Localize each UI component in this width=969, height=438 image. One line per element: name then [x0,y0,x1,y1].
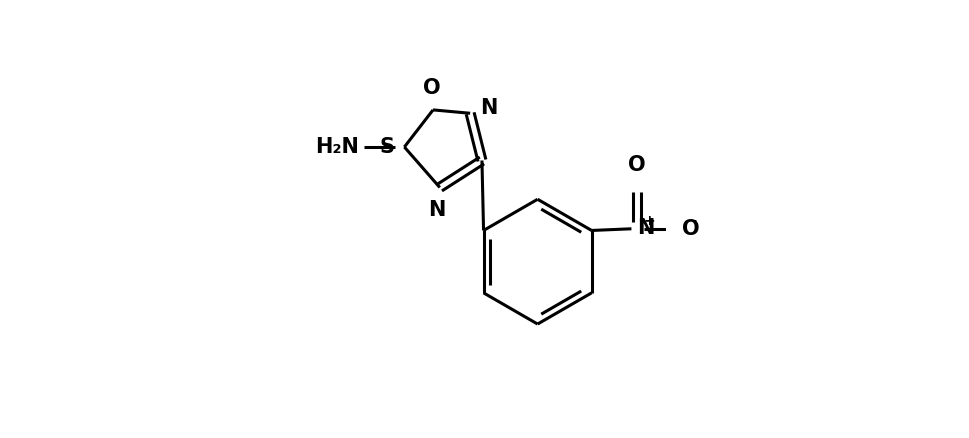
Text: +: + [643,214,655,228]
Text: N: N [637,218,654,238]
Text: O: O [628,155,645,175]
Text: O: O [422,78,440,98]
Text: O: O [681,219,699,239]
Text: H₂N: H₂N [315,137,359,157]
Text: N: N [480,98,497,118]
Text: N: N [427,200,445,220]
Text: S: S [380,137,394,157]
Text: ⁻: ⁻ [689,215,696,230]
